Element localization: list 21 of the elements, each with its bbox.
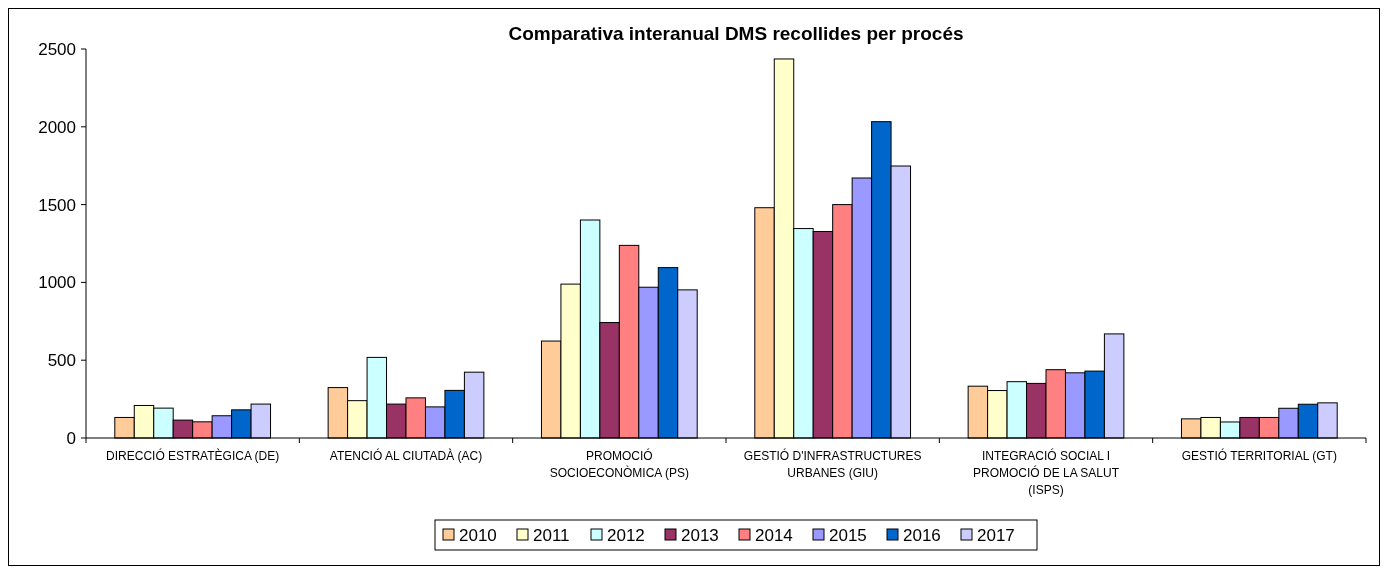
y-tick-label: 1500 <box>38 195 76 215</box>
x-tick-label: GESTIÓ D'INFRASTRUCTURES URBANES (GIU) <box>743 448 922 480</box>
legend-label: 2010 <box>459 525 497 545</box>
legend-label: 2014 <box>755 525 793 545</box>
legend-label: 2011 <box>533 525 570 545</box>
y-tick-label: 2000 <box>38 117 76 137</box>
chart-title: Comparativa interanual DMS recollides per procés <box>508 23 964 44</box>
legend-label: 2016 <box>903 525 941 545</box>
legend-label: 2017 <box>977 525 1015 545</box>
y-tick-label: 2500 <box>38 39 76 59</box>
x-tick-label: PROMOCIÓ SOCIOECONÒMICA (PS) <box>549 448 690 480</box>
x-tick-label: GESTIÓ TERRITORIAL (GT) <box>1181 448 1337 463</box>
x-tick-label: INTEGRACIÓ SOCIAL I PROMOCIÓ DE LA SALUT (ISPS) <box>972 448 1120 497</box>
legend-label: 2013 <box>681 525 719 545</box>
x-tick-label: ATENCIÓ AL CIUTADÀ (AC) <box>329 448 483 463</box>
y-tick-label: 0 <box>66 428 76 448</box>
legend-label: 2012 <box>607 525 645 545</box>
x-tick-label: DIRECCIÓ ESTRATÈGICA (DE) <box>106 448 280 463</box>
y-tick-label: 1000 <box>38 273 76 293</box>
y-tick-label: 500 <box>47 351 76 371</box>
legend-label: 2015 <box>829 525 867 545</box>
